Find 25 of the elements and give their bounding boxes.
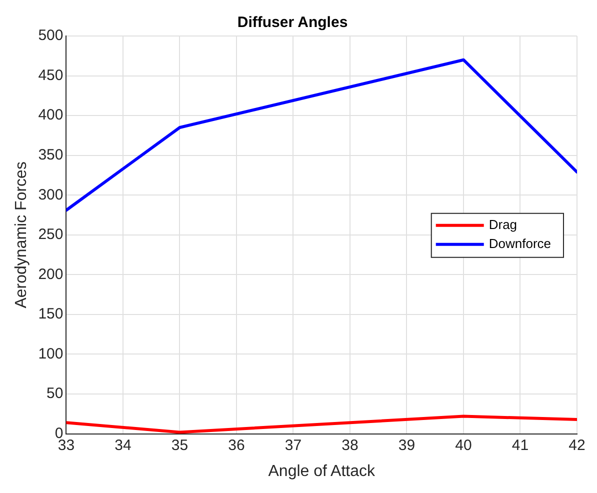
x-tick-label: 35 (171, 436, 188, 454)
y-tick-label: 450 (38, 66, 64, 84)
x-tick-label: 39 (398, 436, 416, 454)
legend-label: Downforce (488, 236, 552, 251)
y-tick-label: 150 (38, 306, 64, 323)
legend-label: Drag (488, 216, 518, 232)
x-tick-label: 42 (568, 436, 586, 454)
y-tick-label: 250 (38, 226, 64, 244)
y-tick-label: 500 (38, 27, 64, 44)
x-tick-label: 34 (114, 436, 132, 454)
y-tick-label: 350 (38, 146, 64, 164)
y-tick-label: 200 (38, 266, 64, 283)
x-tick-label: 41 (512, 436, 529, 454)
y-axis-title: Aerodynamic Forces (13, 162, 30, 308)
x-axis-title: Angle of Attack (268, 462, 376, 480)
y-tick-label: 100 (38, 345, 64, 362)
x-tick-label: 38 (342, 436, 358, 454)
x-tick-label: 36 (228, 436, 245, 454)
x-tick-label: 40 (455, 436, 472, 454)
y-tick-label: 300 (38, 186, 64, 204)
chart-title: Diffuser Angles (237, 14, 348, 32)
y-tick-label: 50 (46, 385, 64, 402)
y-tick-label: 400 (38, 106, 64, 124)
x-tick-label: 37 (284, 436, 302, 454)
x-tick-label: 33 (58, 436, 75, 454)
